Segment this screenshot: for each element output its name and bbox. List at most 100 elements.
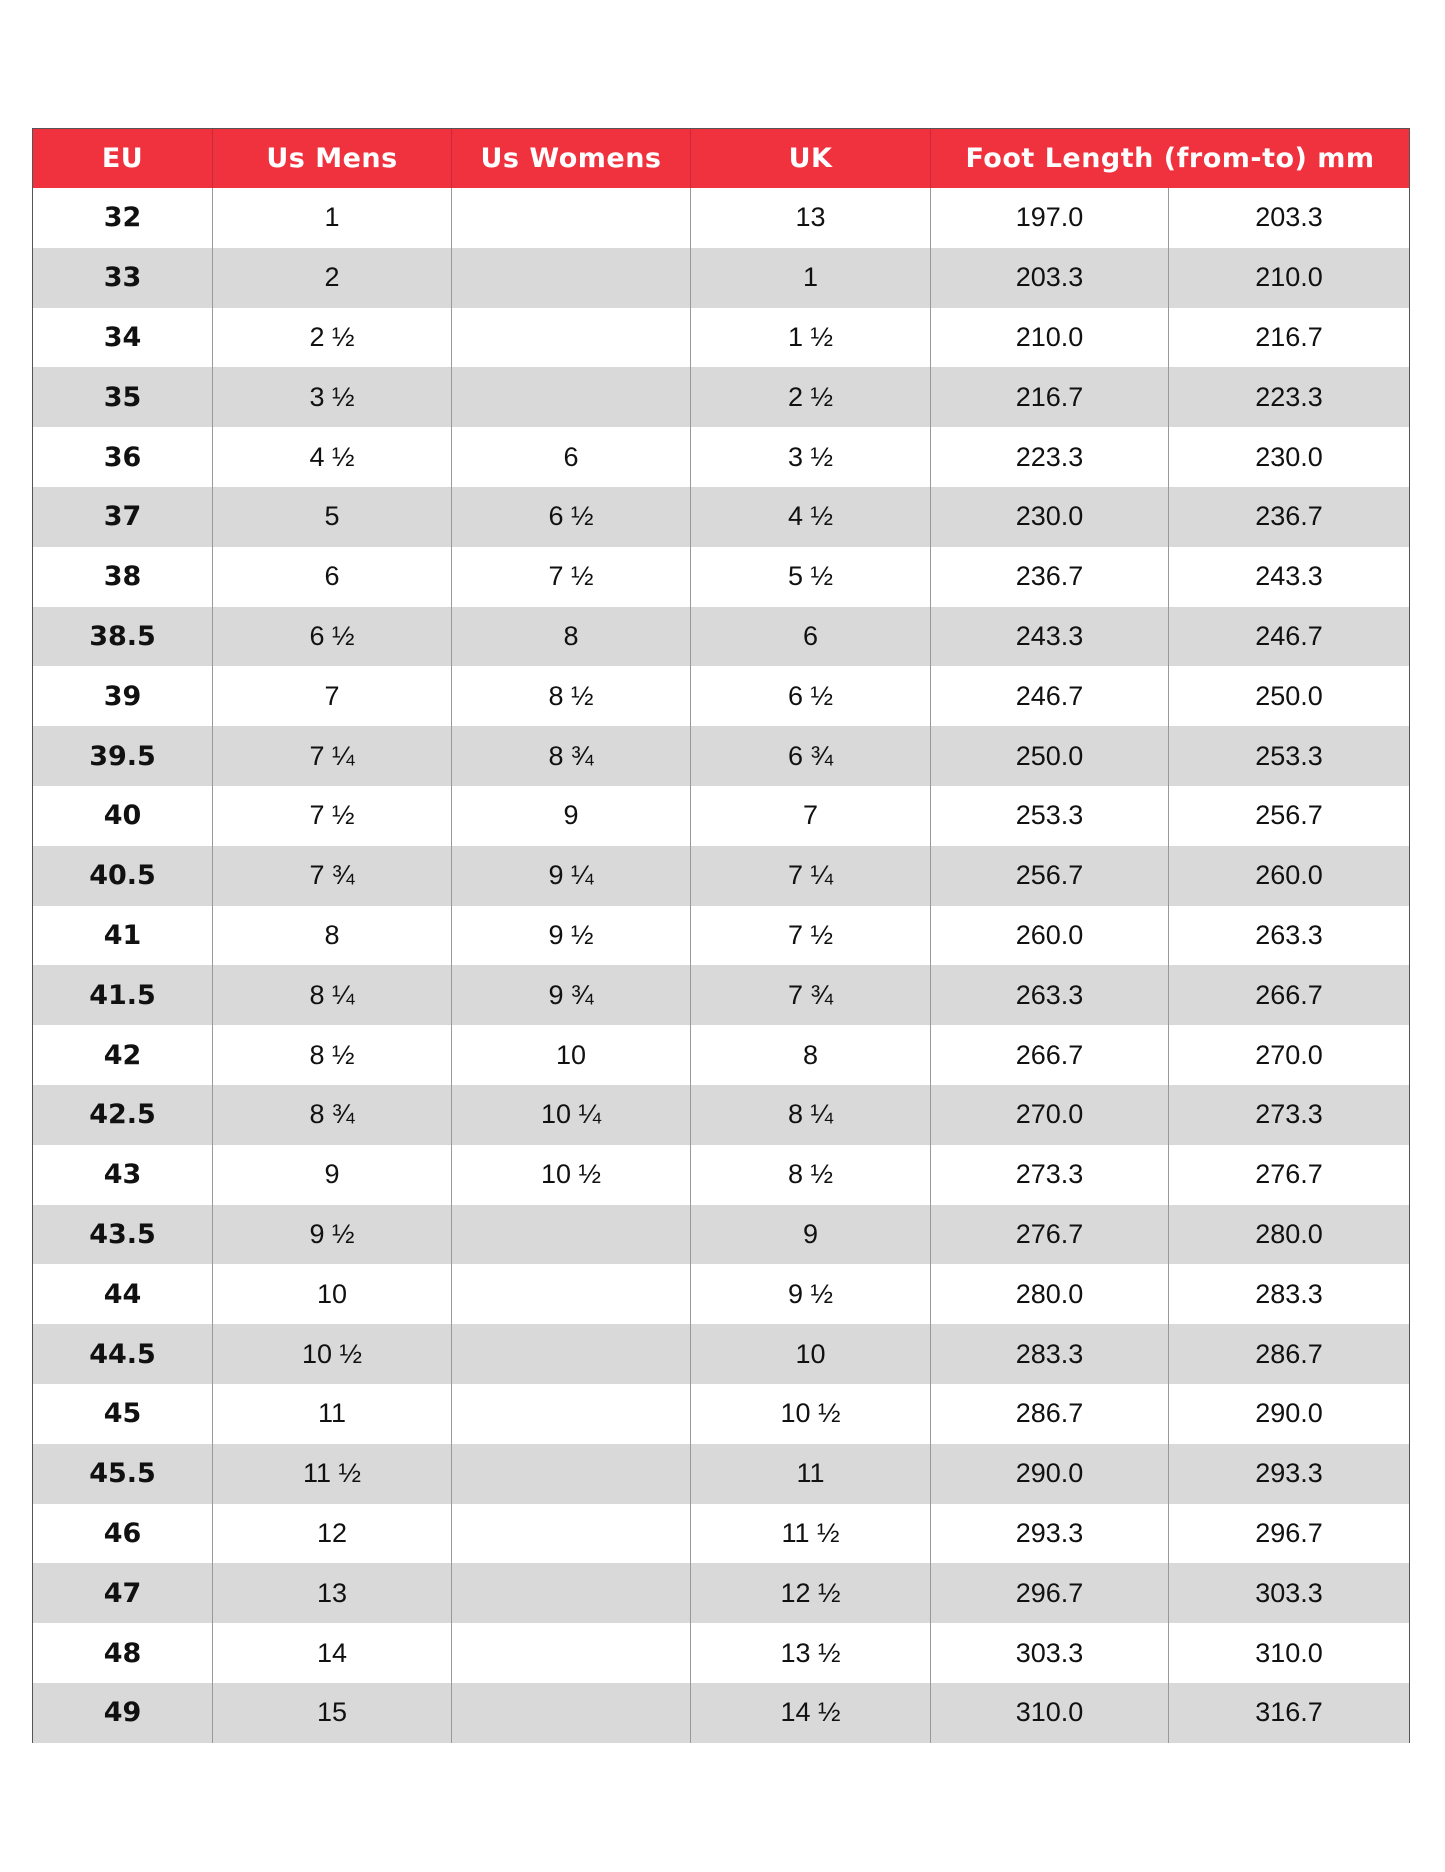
table-cell: 246.7 — [931, 666, 1169, 727]
header-cell: EU — [33, 129, 213, 188]
table-cell: 203.3 — [1255, 202, 1323, 233]
table-cell: 11 ½ — [691, 1503, 931, 1564]
table-cell: 8 ¼ — [213, 965, 452, 1026]
table-row: 45.5 11 ½ 11 290.0 293.3 — [33, 1443, 1409, 1504]
table-cell: 10 ½ — [691, 1383, 931, 1444]
table-cell: 9 — [452, 785, 691, 846]
table-cell: 7 ¼ — [213, 726, 452, 786]
table-cell: 38 — [33, 546, 213, 607]
table-cell: 197.0 — [931, 188, 1169, 248]
table-cell: 303.3 — [931, 1623, 1169, 1683]
table-cell: 223.3 — [931, 427, 1169, 487]
table-cell: 13 — [691, 188, 931, 248]
table-cell: 11 ½ — [213, 1443, 452, 1504]
table-cell: 41.5 — [33, 965, 213, 1026]
table-cell — [452, 1264, 691, 1325]
table-cell — [452, 1324, 691, 1384]
table-cell: 276.7 — [931, 1204, 1169, 1265]
table-cell: 48 — [33, 1623, 213, 1683]
table-row: 40 7 ½ 9 7 253.3 256.7 — [33, 785, 1409, 846]
table-cell: 296.7 — [1255, 1517, 1323, 1548]
table-cell: 9 ½ — [213, 1204, 452, 1265]
table-cell: 33 — [33, 247, 213, 308]
table-cell: 216.7 — [1255, 321, 1323, 352]
table-cell: 42.5 — [33, 1084, 213, 1145]
table-cell: 8 ¾ — [213, 1084, 452, 1145]
table-cell: 45.5 — [33, 1443, 213, 1504]
header-row: EU Us Mens Us Womens UK Foot Length (from-to… — [33, 128, 1409, 188]
table-cell: 270.0 — [931, 1084, 1169, 1145]
table-cell: 230.0 — [931, 486, 1169, 547]
table-cell: 7 ½ — [213, 785, 452, 846]
table-cell: 32 — [33, 188, 213, 248]
table-cell: 10 — [213, 1264, 452, 1325]
table-cell: 5 — [213, 486, 452, 547]
table-cell: 36 — [33, 427, 213, 487]
table-cell: 8 — [213, 905, 452, 966]
table-row: 38.5 6 ½ 8 6 243.3 246.7 — [33, 606, 1409, 667]
table-cell: 1 — [213, 188, 452, 248]
table-cell: 7 ¾ — [691, 965, 931, 1026]
table-cell: 4 ½ — [213, 427, 452, 487]
header-cell: Us Mens — [213, 129, 452, 188]
table-cell: 280.0 — [1255, 1218, 1323, 1249]
table-cell: 7 — [691, 785, 931, 846]
table-cell: 293.3 — [1255, 1458, 1323, 1489]
table-cell: 243.3 — [1255, 561, 1323, 592]
table-cell: 266.7 — [1255, 979, 1323, 1010]
table-cell: 2 ½ — [213, 307, 452, 368]
table-cell — [452, 1204, 691, 1265]
table-cell: 2 — [213, 247, 452, 308]
table-cell: 283.3 — [931, 1324, 1169, 1384]
table-cell: 43 — [33, 1144, 213, 1205]
table-row: 44 10 9 ½ 280.0 283.3 — [33, 1264, 1409, 1325]
table-row: 35 3 ½ 2 ½ 216.7 223.3 — [33, 367, 1409, 428]
table-cell: 6 — [691, 606, 931, 667]
table-cell: 8 ¼ — [691, 1084, 931, 1145]
table-cell — [452, 1443, 691, 1504]
header-cell: Us Womens — [452, 129, 691, 188]
table-cell: 11 — [213, 1383, 452, 1444]
table-cell: 250.0 — [1255, 680, 1323, 711]
table-row: 45 11 10 ½ 286.7 290.0 — [33, 1383, 1409, 1444]
table-cell: 246.7 — [1255, 620, 1323, 651]
table-cell: 1 — [691, 247, 931, 308]
table-cell: 286.7 — [1255, 1338, 1323, 1369]
table-cell: 37 — [33, 486, 213, 547]
table-cell: 3 ½ — [691, 427, 931, 487]
table-cell: 6 — [452, 427, 691, 487]
table-cell: 7 ¼ — [691, 845, 931, 906]
table-cell: 6 ½ — [691, 666, 931, 727]
table-cell: 8 ½ — [213, 1025, 452, 1085]
table-cell: 8 ¾ — [452, 726, 691, 786]
table-cell: 7 — [213, 666, 452, 727]
table-cell: 41 — [33, 905, 213, 966]
table-cell: 296.7 — [931, 1563, 1169, 1624]
table-cell: 10 ½ — [452, 1144, 691, 1205]
table-cell: 12 ½ — [691, 1563, 931, 1624]
table-cell: 256.7 — [1255, 800, 1323, 831]
table-cell: 44 — [33, 1264, 213, 1325]
table-row: 49 15 14 ½ 310.0 316.7 — [33, 1682, 1409, 1743]
table-cell: 6 ½ — [452, 486, 691, 547]
table-cell: 11 — [691, 1443, 931, 1504]
table-cell: 290.0 — [1255, 1398, 1323, 1429]
table-cell — [452, 247, 691, 308]
table-cell: 14 ½ — [691, 1682, 931, 1743]
table-cell: 253.3 — [1255, 740, 1323, 771]
table-cell: 39.5 — [33, 726, 213, 786]
table-cell: 6 — [213, 546, 452, 607]
table-cell: 38.5 — [33, 606, 213, 667]
header-cell: UK — [691, 129, 931, 188]
size-table: EU Us Mens Us Womens UK Foot Length (from-to… — [32, 128, 1410, 1743]
table-row: 42 8 ½ 10 8 266.7 270.0 — [33, 1025, 1409, 1085]
